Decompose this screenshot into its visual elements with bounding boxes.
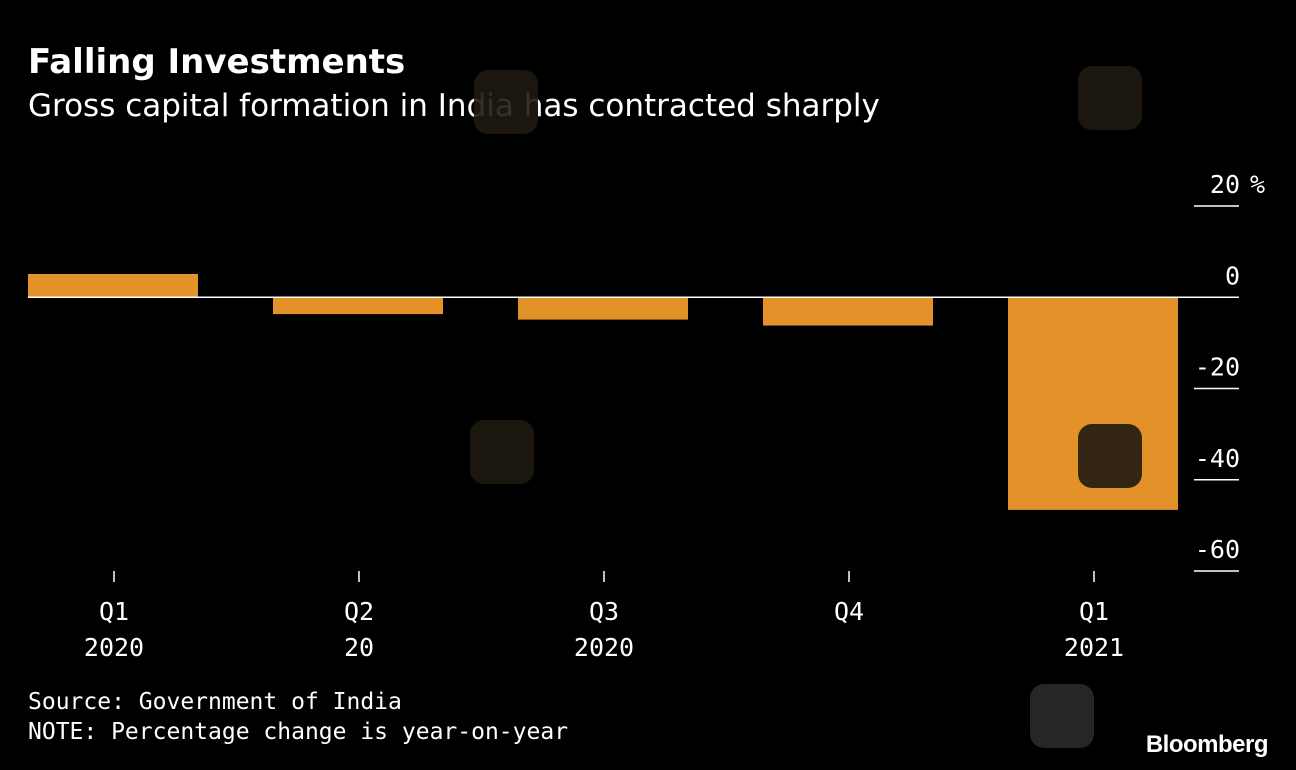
y-unit-label: % [1250,170,1265,199]
x-tick-label-year: 2021 [1064,633,1124,662]
x-tick-label: Q2 [344,597,374,626]
y-tick-label: -60 [1195,535,1240,564]
bloomberg-logo: Bloomberg [1145,731,1269,758]
watermark-logo-icon [1078,66,1142,130]
watermark-logo-icon [474,70,538,134]
bar-3 [518,297,688,320]
watermark-logo-icon [470,420,534,484]
x-tick-label: Q1 [99,597,129,626]
bar-4 [763,297,933,326]
bar-2 [273,297,443,315]
y-tick-label: -40 [1195,444,1240,473]
x-tick-label: Q4 [834,597,864,626]
chart-title: Falling Investments [28,42,406,82]
source-note: Source: Government of India [28,689,402,715]
watermark-logo-icon [1078,424,1142,488]
y-tick-label: 0 [1225,261,1240,290]
y-tick-label: -20 [1195,353,1240,382]
x-tick-label-year: 2020 [84,633,144,662]
watermark-logo-icon [1030,684,1094,748]
y-tick-label: 20 [1210,170,1240,199]
chart-subtitle: Gross capital formation in India has con… [28,88,880,124]
footnote: NOTE: Percentage change is year-on-year [28,719,569,745]
x-tick-label-year: 20 [344,633,374,662]
x-tick-label: Q3 [589,597,619,626]
x-tick-label: Q1 [1079,597,1109,626]
bar-1 [28,273,198,298]
x-tick-label-year: 2020 [574,633,634,662]
